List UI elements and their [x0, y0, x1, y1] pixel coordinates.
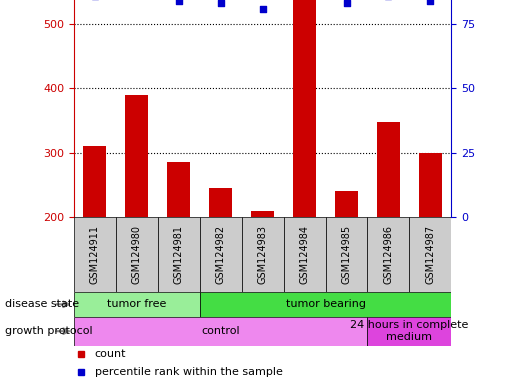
FancyBboxPatch shape	[367, 217, 409, 292]
FancyBboxPatch shape	[74, 217, 116, 292]
Text: GSM124987: GSM124987	[425, 225, 435, 284]
FancyBboxPatch shape	[200, 217, 241, 292]
Bar	[83, 146, 106, 217]
Text: GSM124981: GSM124981	[174, 225, 183, 284]
FancyBboxPatch shape	[74, 292, 200, 317]
Bar	[125, 95, 148, 217]
Bar	[209, 188, 232, 217]
Text: GSM124983: GSM124983	[257, 225, 267, 284]
Bar	[334, 191, 357, 217]
Bar	[418, 153, 441, 217]
FancyBboxPatch shape	[200, 292, 450, 317]
Point	[342, 0, 350, 7]
FancyBboxPatch shape	[241, 217, 283, 292]
Text: GSM124911: GSM124911	[90, 225, 100, 284]
Bar	[376, 122, 399, 217]
Text: tumor free: tumor free	[107, 299, 166, 310]
Text: control: control	[201, 326, 240, 336]
FancyBboxPatch shape	[325, 217, 367, 292]
Point	[258, 5, 266, 12]
FancyBboxPatch shape	[409, 217, 450, 292]
Bar	[250, 210, 274, 217]
Text: GSM124984: GSM124984	[299, 225, 309, 284]
Bar	[293, 0, 316, 217]
Bar	[167, 162, 190, 217]
FancyBboxPatch shape	[283, 217, 325, 292]
Text: GSM124982: GSM124982	[215, 225, 225, 284]
Text: GSM124986: GSM124986	[383, 225, 392, 284]
Text: tumor bearing: tumor bearing	[285, 299, 365, 310]
Text: percentile rank within the sample: percentile rank within the sample	[95, 366, 282, 377]
FancyBboxPatch shape	[116, 217, 157, 292]
Text: disease state: disease state	[5, 299, 79, 310]
Text: 24 hours in complete
medium: 24 hours in complete medium	[350, 320, 468, 342]
Text: growth protocol: growth protocol	[5, 326, 93, 336]
Point	[175, 0, 183, 4]
Point	[216, 0, 224, 7]
Text: GSM124980: GSM124980	[132, 225, 142, 284]
Point	[426, 0, 434, 4]
FancyBboxPatch shape	[74, 317, 367, 346]
Text: count: count	[95, 349, 126, 359]
FancyBboxPatch shape	[157, 217, 200, 292]
Text: GSM124985: GSM124985	[341, 225, 351, 284]
FancyBboxPatch shape	[367, 317, 450, 346]
